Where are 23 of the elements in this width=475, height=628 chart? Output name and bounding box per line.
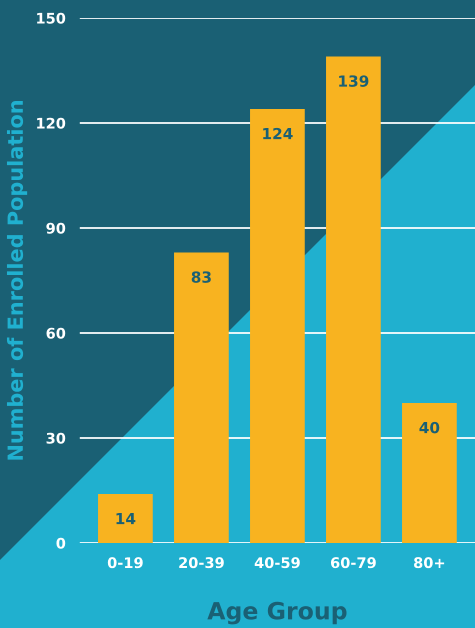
bar — [402, 403, 457, 543]
data-label: 83 — [192, 271, 211, 283]
y-tick-label: 150 — [37, 12, 66, 24]
bar — [98, 494, 153, 543]
bar — [250, 109, 305, 543]
y-tick-label: 60 — [46, 328, 66, 339]
x-tick-label: 60-79 — [330, 557, 376, 568]
data-label: 139 — [339, 75, 368, 87]
y-tick-label: 90 — [46, 222, 66, 234]
y-tick-label: 0 — [56, 538, 66, 549]
data-label: 40 — [419, 422, 440, 434]
x-tick-label: 20-39 — [179, 557, 224, 568]
x-tick-label: 80+ — [414, 557, 444, 568]
x-axis-title: Age Group — [207, 602, 347, 624]
x-tick-label: 0-19 — [108, 557, 143, 568]
bar — [174, 252, 229, 543]
y-tick-label: 120 — [37, 118, 66, 129]
y-tick-label: 30 — [46, 432, 66, 444]
data-label: 124 — [263, 128, 293, 140]
x-tick-label: 40-59 — [254, 557, 300, 568]
y-axis-title: Number of Enrolled Population — [6, 101, 28, 460]
data-label: 14 — [116, 513, 136, 524]
bar — [326, 56, 381, 543]
